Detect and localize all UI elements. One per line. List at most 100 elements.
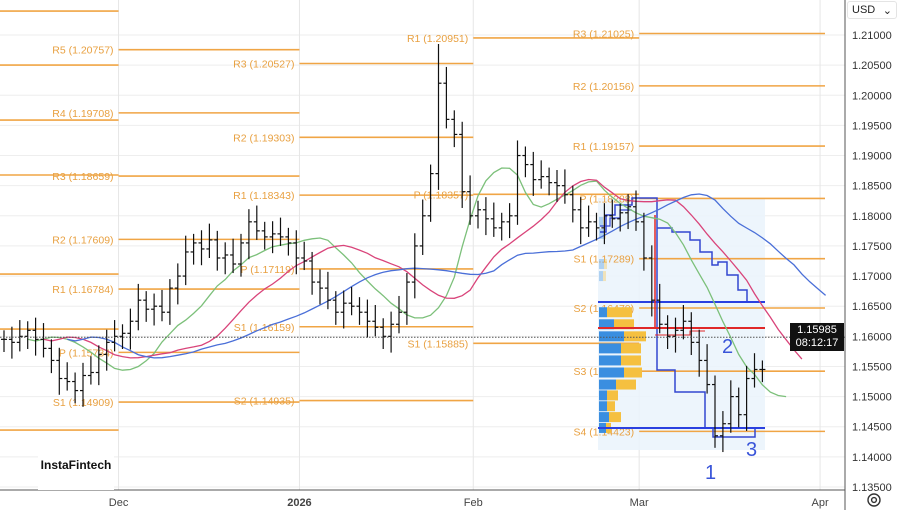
- price-axis-tick: 1.20000: [852, 90, 892, 102]
- price-axis-tick: 1.16500: [852, 301, 892, 313]
- currency-dropdown[interactable]: USD ⌄: [847, 1, 897, 19]
- ohlc-bar: [396, 295, 402, 334]
- ohlc-bar: [364, 299, 371, 338]
- ohlc-bar: [32, 317, 39, 356]
- ohlc-bar: [309, 251, 316, 295]
- volume-profile-buy: [599, 379, 616, 390]
- ohlc-bar: [222, 242, 229, 275]
- ohlc-bar: [111, 320, 118, 352]
- time-axis-tick: Apr: [812, 497, 829, 509]
- ohlc-bar: [261, 221, 268, 250]
- ohlc-bar: [593, 212, 600, 241]
- volume-profile-buy: [599, 367, 624, 378]
- step-channel-lower: [600, 197, 706, 428]
- ohlc-bar: [388, 311, 395, 353]
- ohlc-bar: [743, 365, 750, 431]
- ohlc-bar: [561, 169, 568, 204]
- ohlc-bar: [214, 230, 221, 271]
- ohlc-bar: [467, 175, 474, 225]
- settings-icon[interactable]: [866, 492, 882, 508]
- ohlc-bar: [688, 312, 695, 356]
- volume-profile-sell: [607, 307, 632, 318]
- watermark-text: InstaFintech: [40, 458, 112, 472]
- ohlc-bar: [712, 375, 718, 448]
- pivot-level-label: R2 (1.19303): [233, 132, 294, 144]
- watermark-logo: InstaFintech: [38, 440, 114, 490]
- ohlc-bar: [206, 223, 213, 258]
- ohlc-bar: [269, 221, 276, 254]
- pivot-level-label: S2 (1.14935): [234, 396, 295, 408]
- pivot-level-label: P (1.18357): [414, 189, 469, 201]
- annotation-1: 1: [705, 462, 717, 484]
- ohlc-bar: [633, 190, 639, 231]
- ohlc-bar: [506, 203, 513, 239]
- price-axis-tick: 1.17500: [852, 241, 892, 253]
- ohlc-bar: [577, 197, 584, 245]
- ohlc-bar: [372, 304, 379, 337]
- ohlc-bar: [498, 212, 505, 241]
- ohlc-bar: [482, 197, 489, 236]
- ohlc-bar: [245, 209, 252, 260]
- volume-profile-buy: [599, 228, 604, 239]
- price-axis-tick: 1.15000: [852, 392, 892, 404]
- ohlc-bar: [475, 200, 481, 229]
- ohlc-bar: [704, 344, 711, 394]
- volume-profile-sell: [614, 319, 634, 330]
- volume-profile-sell: [616, 379, 636, 390]
- volume-profile-buy: [599, 343, 621, 354]
- price-axis-tick: 1.20500: [852, 60, 892, 72]
- ohlc-bar: [601, 203, 608, 245]
- ohlc-bar: [293, 230, 300, 275]
- ohlc-bar: [127, 308, 134, 350]
- ohlc-bar: [143, 291, 150, 322]
- ohlc-bar: [340, 290, 347, 329]
- ohlc-bar: [443, 66, 450, 129]
- pivot-level-label: R1 (1.20951): [407, 33, 468, 45]
- pivot-level-label: R3 (1.20527): [233, 59, 294, 71]
- pivot-level-label: P (1.18288): [579, 193, 634, 205]
- ohlc-bar: [277, 217, 284, 246]
- pivot-level-label: P (1.17119): [241, 264, 295, 276]
- volume-profile-sell: [604, 259, 607, 270]
- ohlc-bar: [238, 233, 244, 277]
- pivot-level-label: R3 (1.21025): [573, 28, 634, 40]
- ohlc-bar: [182, 235, 189, 286]
- ohlc-bar: [174, 263, 181, 305]
- pivot-level-label: R1 (1.18343): [233, 190, 294, 202]
- red-step-line: [655, 330, 705, 336]
- ohlc-bar: [680, 304, 687, 340]
- ohlc-bar: [530, 151, 537, 196]
- ohlc-bar: [569, 185, 576, 223]
- ohlc-bar: [664, 315, 671, 349]
- ohlc-bar: [751, 353, 758, 388]
- ohlc-bar: [72, 372, 79, 404]
- current-price-value: 1.15985: [797, 324, 837, 336]
- volume-profile-sell: [607, 401, 615, 412]
- volume-profile-buy: [599, 355, 621, 366]
- ohlc-bar: [380, 318, 387, 349]
- volume-profile-sell: [624, 331, 646, 342]
- pivot-level-label: S1 (1.17289): [573, 254, 634, 266]
- ohlc-bar: [719, 411, 726, 453]
- ohlc-bar: [253, 205, 260, 240]
- chevron-down-icon: ⌄: [882, 4, 892, 17]
- price-axis-tick: 1.14000: [852, 452, 892, 464]
- price-axis-tick: 1.18000: [852, 211, 892, 223]
- ohlc-bar: [451, 110, 458, 148]
- volume-profile-buy: [599, 412, 609, 423]
- ohlc-bar: [648, 245, 655, 317]
- annotation-2: 2: [722, 336, 734, 358]
- pivot-level-label: R1 (1.16784): [52, 284, 113, 296]
- ohlc-bar: [301, 241, 308, 271]
- ohlc-bar: [166, 279, 173, 325]
- price-axis-tick: 1.19000: [852, 151, 892, 163]
- ohlc-bar: [80, 362, 86, 407]
- step-channel-left: [600, 209, 632, 227]
- volume-profile-buy: [599, 319, 614, 330]
- volume-profile-buy: [599, 331, 624, 342]
- ohlc-bar: [230, 238, 237, 274]
- volume-profile-buy: [599, 271, 603, 282]
- ohlc-bar: [285, 227, 292, 256]
- volume-profile-buy: [599, 401, 607, 412]
